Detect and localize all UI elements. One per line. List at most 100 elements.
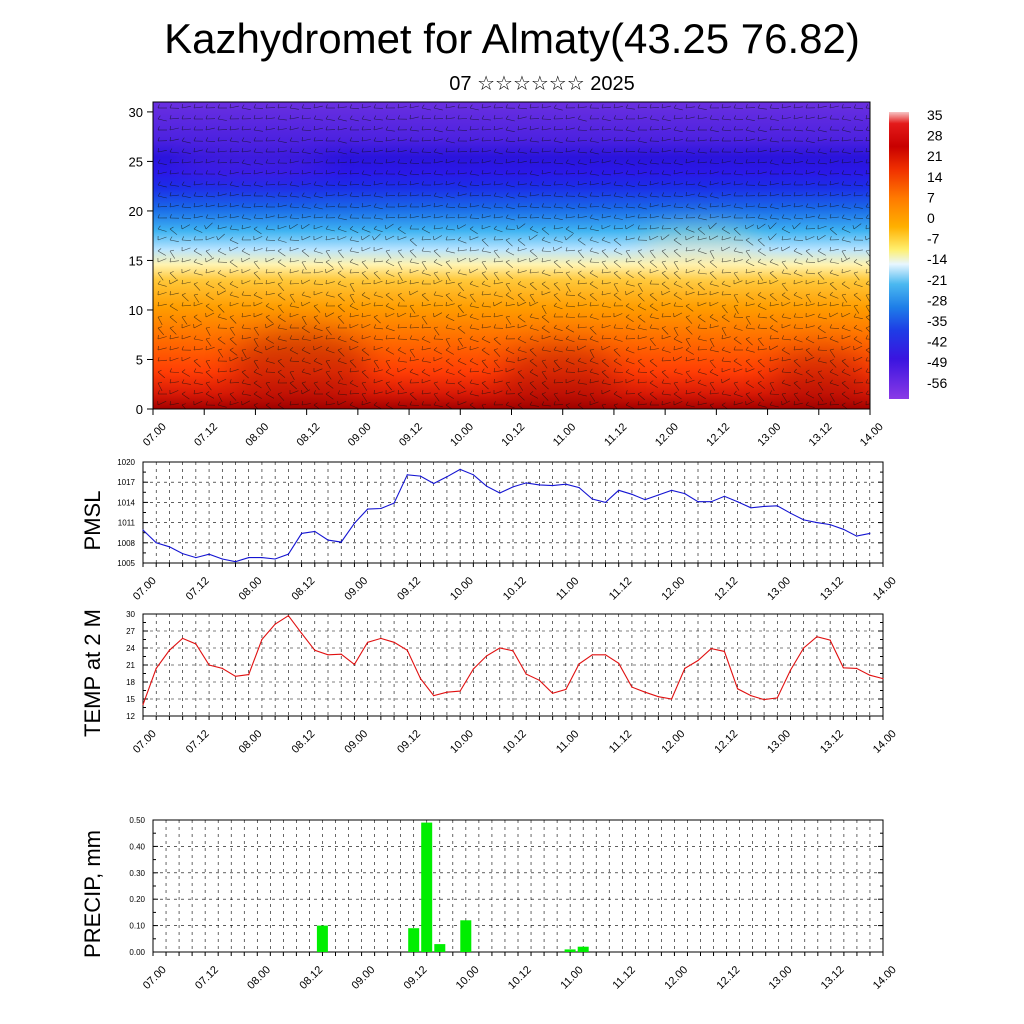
wind-barb	[433, 160, 443, 164]
wind-barb-flag	[481, 260, 486, 263]
wind-barb	[853, 223, 862, 230]
wind-barb	[277, 239, 287, 243]
wind-barb	[229, 382, 240, 384]
wind-barb	[637, 371, 648, 373]
wind-barb-flag	[253, 326, 258, 329]
wind-barb-flag	[469, 192, 472, 197]
wind-barb	[817, 403, 827, 406]
wind-barb	[241, 194, 252, 197]
wind-barb-flag	[649, 358, 654, 362]
wind-barb	[385, 150, 395, 153]
wind-barb-flag	[661, 180, 663, 186]
wind-barb-flag	[241, 159, 245, 164]
wind-barb-flag	[553, 259, 558, 263]
wind-barb	[157, 195, 167, 199]
wind-barb	[481, 215, 491, 219]
wind-barb-flag	[337, 371, 342, 373]
heatmap-y-tick-label: 0	[136, 402, 143, 417]
wind-barb	[553, 217, 563, 220]
wind-barb	[517, 151, 527, 154]
wind-barb-flag	[601, 302, 605, 307]
wind-barb	[397, 272, 403, 281]
wind-barb-flag	[637, 358, 642, 362]
wind-barb-flag	[721, 137, 724, 142]
wind-barb-flag	[253, 260, 258, 263]
wind-barb	[529, 234, 538, 241]
wind-barb	[661, 283, 670, 290]
wind-barb	[733, 118, 744, 120]
wind-barb	[757, 404, 767, 408]
wind-barb-flag	[505, 203, 509, 208]
wind-barb	[649, 235, 659, 241]
wind-barb-flag	[361, 356, 363, 362]
wind-barb-flag	[265, 357, 269, 362]
wind-barb-flag	[457, 224, 459, 230]
wind-barb-flag	[613, 148, 616, 153]
wind-barb-flag	[769, 214, 773, 219]
wind-barb-flag	[481, 158, 483, 164]
wind-barb-flag	[733, 324, 737, 329]
wind-barb	[349, 338, 359, 343]
wind-barb	[157, 303, 167, 307]
wind-barb	[697, 338, 707, 342]
wind-barb	[793, 360, 801, 368]
wind-barb	[865, 162, 870, 164]
wind-barb-flag	[637, 225, 640, 230]
wind-barb-flag	[217, 115, 221, 120]
wind-barb	[325, 250, 331, 259]
wind-barb-flag	[505, 248, 510, 252]
wind-barb	[457, 272, 467, 276]
wind-barb	[601, 182, 611, 186]
wind-barb-flag	[409, 203, 412, 208]
wind-barb	[301, 360, 311, 364]
wind-barb-flag	[817, 159, 821, 164]
wind-barb	[757, 327, 768, 329]
wind-barb-flag	[601, 260, 606, 263]
wind-barb	[613, 106, 623, 109]
wind-barb	[721, 368, 731, 373]
wind-barb	[517, 217, 528, 219]
wind-barb	[757, 223, 766, 230]
wind-barb-flag	[181, 224, 183, 230]
wind-barb-flag	[229, 347, 234, 351]
wind-barb-flag	[469, 293, 474, 296]
wind-barb-flag	[253, 368, 258, 373]
wind-barb-flag	[241, 302, 244, 307]
wind-barb-flag	[361, 203, 364, 208]
wind-barb	[829, 360, 837, 368]
heatmap-x-tick-label: 12.00	[653, 421, 681, 449]
wind-barb-flag	[768, 236, 771, 241]
wind-barb	[385, 337, 396, 340]
x-tick-label: 12.12	[714, 964, 742, 992]
wind-barb-flag	[745, 292, 750, 296]
wind-barb-flag	[709, 137, 712, 142]
wind-barb	[373, 127, 383, 131]
wind-barb	[229, 261, 238, 268]
wind-barb-flag	[709, 346, 713, 351]
wind-barb	[721, 237, 731, 241]
wind-barb	[613, 206, 623, 209]
wind-barb-flag	[529, 358, 534, 362]
wind-barb-flag	[673, 126, 677, 131]
wind-barb	[793, 261, 803, 265]
wind-barb-flag	[793, 392, 798, 395]
wind-barb	[673, 250, 681, 258]
wind-barb-flag	[181, 159, 184, 164]
wind-barb-flag	[685, 137, 688, 142]
wind-barb	[433, 294, 443, 297]
wind-barb-flag	[841, 225, 846, 230]
wind-barb-flag	[565, 325, 570, 329]
wind-barb-flag	[709, 403, 714, 406]
wind-barb-flag	[781, 214, 785, 219]
wind-barb	[337, 272, 346, 279]
wind-barb-flag	[781, 246, 783, 252]
wind-barb	[169, 127, 179, 131]
wind-barb	[385, 390, 395, 395]
wind-barb-flag	[553, 379, 556, 384]
wind-barb	[769, 280, 779, 285]
wind-barb-flag	[253, 380, 258, 384]
wind-barb	[685, 283, 694, 290]
wind-barb-flag	[601, 236, 605, 241]
wind-barb	[589, 261, 600, 263]
wind-barb-flag	[697, 368, 701, 373]
